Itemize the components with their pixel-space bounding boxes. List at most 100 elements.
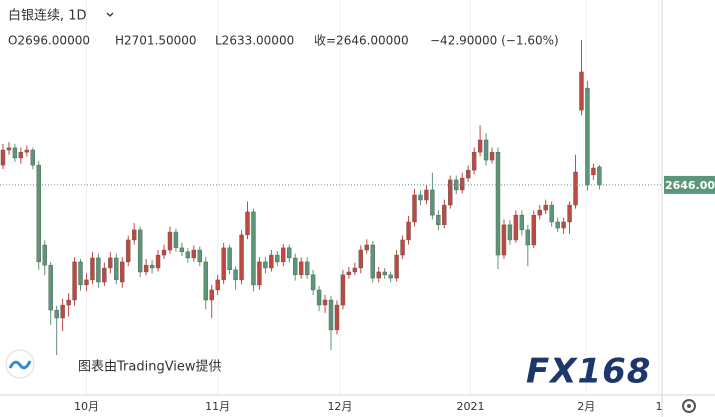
candle-body [400, 239, 405, 256]
candle-body [436, 214, 441, 226]
candle-body [108, 257, 113, 269]
candle-body [507, 224, 513, 241]
candle-body [549, 204, 554, 223]
candle-body [137, 229, 143, 273]
candle-body [513, 214, 519, 241]
candle-body [120, 261, 125, 283]
candle-body [155, 254, 161, 269]
candle-body [382, 271, 387, 276]
candle-body [269, 254, 274, 269]
candle-body [501, 224, 507, 256]
candle-body [543, 204, 548, 211]
candle-body [257, 261, 262, 286]
candles [0, 39, 602, 356]
candle-body [406, 221, 411, 241]
candle-body [358, 249, 364, 269]
candle-body [245, 211, 250, 236]
candle-body [430, 189, 435, 216]
candle-body [483, 139, 489, 161]
candle-body [346, 271, 352, 276]
candle-body [126, 239, 131, 263]
candle-body [60, 304, 65, 319]
attribution[interactable]: 图表由TradingView提供 [78, 359, 222, 375]
last-price-label: 2646.00 [665, 179, 715, 192]
candle-body [263, 261, 268, 269]
last-price-tag [664, 175, 715, 194]
candle-body [72, 261, 77, 301]
x-tick-label: 11月 [205, 400, 230, 413]
candle-body [537, 209, 542, 216]
x-tick-label: 2月 [577, 400, 595, 413]
candle-body [275, 254, 280, 263]
candle-body [525, 229, 531, 246]
candle-body [519, 214, 525, 231]
candle-body [579, 71, 584, 111]
interval-chevron[interactable] [106, 12, 114, 17]
candle-body [394, 254, 399, 279]
candle-body [48, 264, 53, 311]
candle-body [84, 279, 89, 286]
candle-body [567, 204, 572, 223]
candle-body [591, 167, 596, 176]
candle-body [149, 264, 155, 269]
gear[interactable] [682, 399, 696, 413]
candle-body [173, 231, 179, 249]
candle-body [293, 257, 298, 276]
candle-body [460, 177, 465, 191]
candle-body [352, 267, 358, 273]
candle-body [24, 149, 30, 153]
candle-body [42, 244, 47, 266]
candle-body [233, 269, 238, 281]
settings-icon[interactable] [682, 399, 696, 413]
candle-body [573, 171, 578, 206]
candle-body [251, 211, 256, 286]
candle-body [66, 299, 71, 306]
candle-body [30, 149, 36, 166]
candle-body [442, 204, 447, 226]
ohlc-legend: O2696.00000 H2701.50000 L2633.00000 收=26… [8, 34, 559, 48]
candle-body [78, 261, 83, 286]
candle-body [203, 261, 208, 301]
candle-body [197, 249, 202, 263]
x-tick-label: 12月 [327, 400, 352, 413]
candle-body [36, 164, 41, 263]
candle-body [209, 289, 214, 301]
candle-body [561, 221, 566, 229]
candle-body [555, 221, 560, 229]
candle-body [239, 234, 244, 281]
candle-body [161, 249, 167, 256]
candle-body [143, 264, 149, 273]
candle-body [18, 151, 24, 159]
candle-body [418, 194, 423, 201]
candle-body [304, 261, 310, 276]
candle-body [376, 271, 381, 279]
candle-body [131, 229, 137, 241]
tv-logo-wave [8, 360, 32, 370]
chart-title[interactable]: 白银连续, 1D [8, 8, 87, 24]
legend-change: −42.90000 (−1.60%) [430, 34, 559, 48]
candle-body [388, 274, 393, 279]
candle-body [54, 309, 59, 319]
candle-body [281, 247, 286, 263]
candle-body [298, 261, 304, 276]
legend-open: O2696.00000 [8, 34, 90, 48]
candle-body [471, 151, 477, 171]
candle-body [370, 244, 375, 279]
candle-body [185, 251, 191, 259]
candle-body [597, 166, 602, 186]
candle-body [340, 274, 346, 306]
candle-body [215, 279, 220, 291]
candle-body [364, 244, 369, 251]
candle-body [6, 147, 12, 151]
candle-body [316, 289, 322, 306]
legend-low: L2633.00000 [215, 34, 294, 48]
grid [85, 0, 660, 395]
candle-body [310, 274, 316, 291]
candle-body [191, 249, 197, 259]
candle-body [287, 247, 292, 259]
x-tick-label: 2021 [457, 400, 485, 413]
gear-center [687, 404, 691, 408]
candle-body [448, 179, 453, 206]
